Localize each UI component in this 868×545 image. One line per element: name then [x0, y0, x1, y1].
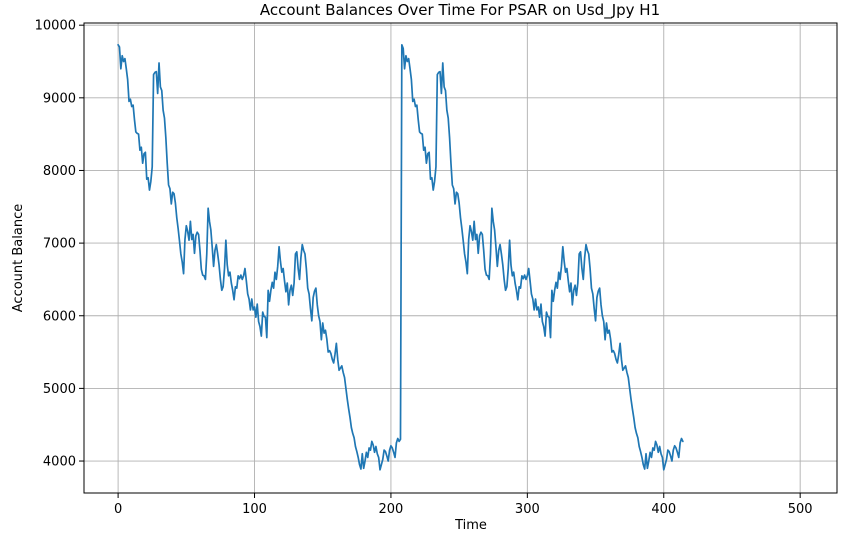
- x-tick-label: 500: [788, 502, 813, 517]
- grid-lines: [84, 23, 837, 493]
- y-tick-label: 6000: [43, 309, 76, 324]
- series-layer: [117, 43, 684, 471]
- x-tick-label: 300: [515, 502, 540, 517]
- y-axis-title: Account Balance: [11, 204, 26, 312]
- plot-frame: [83, 22, 838, 494]
- x-tick-labels: 0 100 200 300 400 500: [114, 502, 813, 517]
- y-tick-labels: 4000 5000 6000 7000 8000 9000 10000: [35, 19, 76, 470]
- y-tick-label: 5000: [43, 382, 76, 397]
- series-line: [117, 43, 684, 471]
- x-tick-label: 100: [242, 502, 267, 517]
- y-tick-label: 4000: [43, 455, 76, 470]
- y-tick-label: 9000: [43, 91, 76, 106]
- x-axis-title: Time: [454, 518, 487, 533]
- x-tick-label: 200: [379, 502, 404, 517]
- chart-title: Account Balances Over Time For PSAR on U…: [260, 1, 660, 20]
- y-tick-label: 10000: [35, 19, 76, 34]
- y-tick-label: 8000: [43, 164, 76, 179]
- x-tick-label: 400: [651, 502, 676, 517]
- y-tick-label: 7000: [43, 237, 76, 252]
- tick-marks: [79, 24, 801, 498]
- x-tick-label: 0: [114, 502, 122, 517]
